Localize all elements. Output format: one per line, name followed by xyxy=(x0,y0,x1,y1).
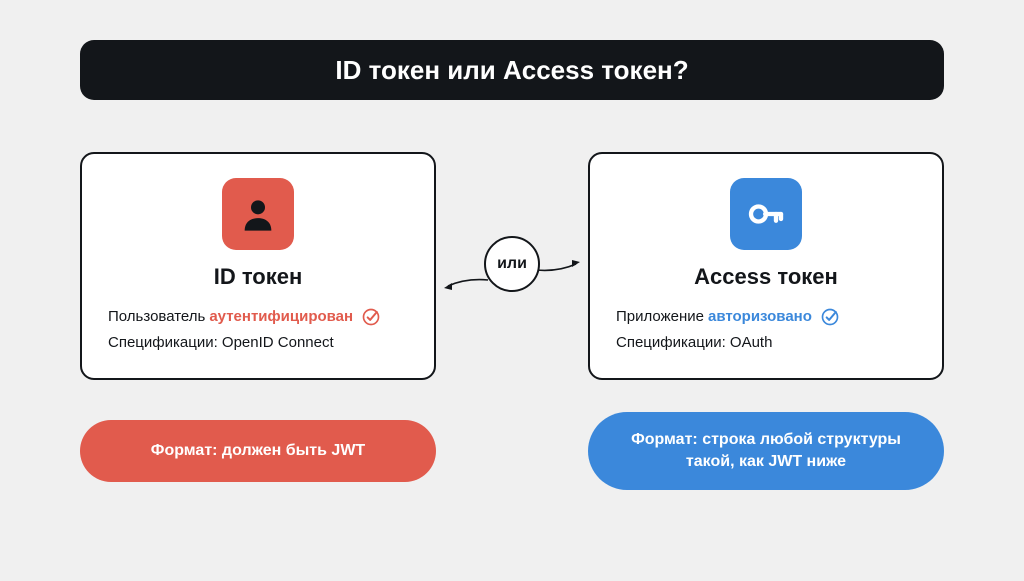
swap-arrow-left-icon xyxy=(442,276,490,292)
id-token-card: ID токен Пользователь аутентифицирован С… xyxy=(80,152,436,380)
title-bar: ID токен или Access токен? xyxy=(80,40,944,100)
access-token-spec-line: Спецификации: OAuth xyxy=(616,330,916,356)
key-icon xyxy=(746,194,786,234)
access-token-format-pill: Формат: строка любой структуры такой, ка… xyxy=(588,412,944,490)
key-icon-badge xyxy=(730,178,802,250)
user-icon xyxy=(238,194,278,234)
access-token-status-highlight: авторизовано xyxy=(708,304,812,330)
or-divider: или xyxy=(484,236,540,292)
access-token-title: Access токен xyxy=(616,264,916,290)
page-title: ID токен или Access токен? xyxy=(335,55,688,86)
user-icon-badge xyxy=(222,178,294,250)
swap-arrow-right-icon xyxy=(534,258,582,274)
id-token-status-line: Пользователь аутентифицирован xyxy=(108,304,408,330)
access-token-status-line: Приложение авторизовано xyxy=(616,304,916,330)
or-label: или xyxy=(497,255,527,273)
id-token-title: ID токен xyxy=(108,264,408,290)
access-token-card: Access токен Приложение авторизовано Спе… xyxy=(588,152,944,380)
check-icon xyxy=(820,307,840,327)
id-token-format-pill: Формат: должен быть JWT xyxy=(80,420,436,482)
check-icon xyxy=(361,307,381,327)
id-token-status-prefix: Пользователь xyxy=(108,304,205,330)
access-token-format-text: Формат: строка любой структуры такой, ка… xyxy=(612,429,920,472)
id-token-status-highlight: аутентифицирован xyxy=(209,304,353,330)
id-token-spec-line: Спецификации: OpenID Connect xyxy=(108,330,408,356)
access-token-status-prefix: Приложение xyxy=(616,304,704,330)
id-token-format-text: Формат: должен быть JWT xyxy=(151,440,365,462)
